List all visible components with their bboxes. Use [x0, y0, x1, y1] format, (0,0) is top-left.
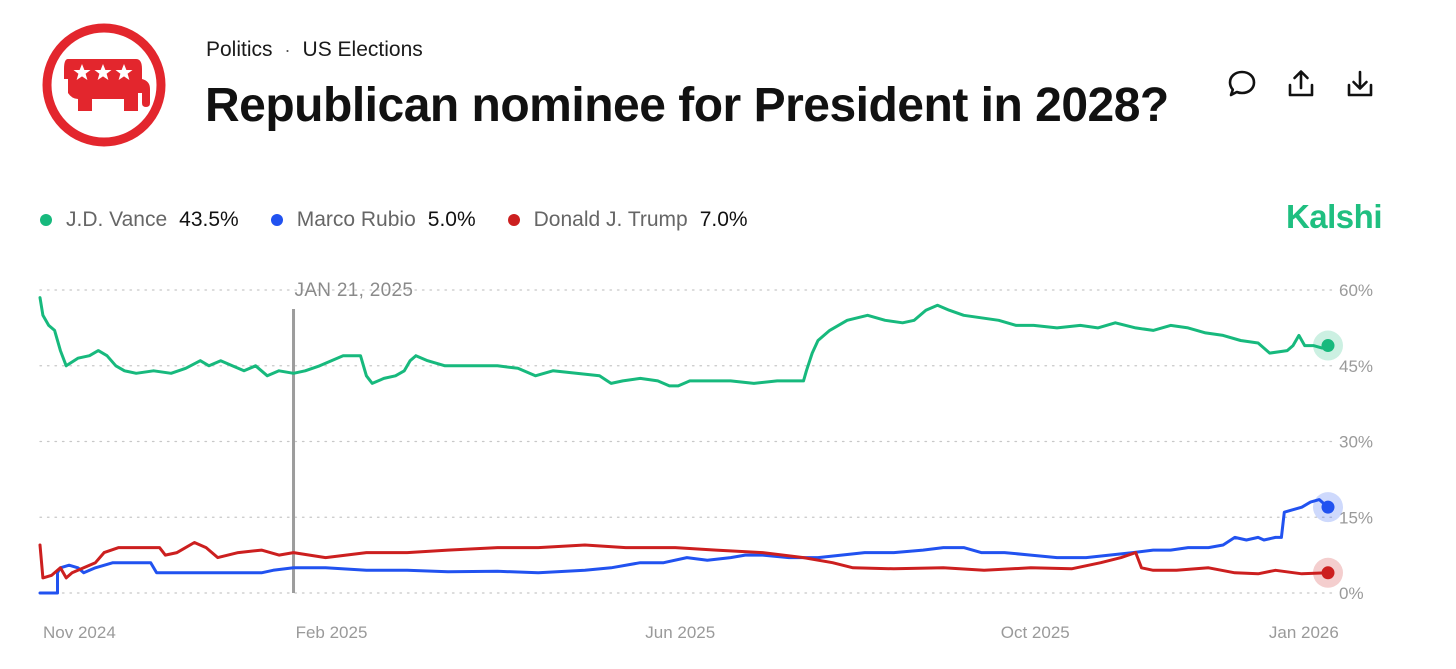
series-line-donald-j-trump: [38, 541, 1330, 580]
y-tick-label: 0%: [1339, 584, 1364, 603]
x-tick-label: Nov 2024: [43, 623, 116, 642]
legend-value-trump: 7.0%: [699, 208, 748, 231]
breadcrumb: Politics · US Elections: [206, 38, 423, 62]
annotation-label: JAN 21, 2025: [295, 280, 414, 301]
kalshi-logo: Kalshi: [1285, 198, 1383, 235]
y-tick-label: 15%: [1339, 508, 1373, 527]
legend-name-vance: J.D. Vance: [66, 208, 168, 231]
breadcrumb-us-elections[interactable]: US Elections: [302, 38, 423, 61]
legend-value-vance: 43.5%: [179, 208, 239, 231]
legend-dot-rubio: [270, 214, 283, 226]
comment-icon[interactable]: [1226, 68, 1258, 100]
breadcrumb-separator: ·: [284, 39, 291, 60]
y-tick-label: 45%: [1339, 357, 1373, 376]
legend-name-trump: Donald J. Trump: [533, 208, 688, 231]
endpoint-dot-j-d-vance: [1321, 339, 1335, 353]
legend-item-vance[interactable]: J.D. Vance 43.5%: [40, 208, 239, 232]
legend-dot-trump: [507, 214, 520, 226]
x-tick-label: Feb 2025: [296, 623, 368, 642]
republican-elephant-icon: [42, 23, 166, 147]
share-icon[interactable]: [1285, 68, 1317, 100]
endpoint-dot-marco-rubio: [1321, 500, 1335, 514]
x-tick-label: Jun 2025: [645, 623, 715, 642]
series-line-marco-rubio: [38, 498, 1330, 595]
breadcrumb-politics[interactable]: Politics: [206, 38, 273, 61]
page-title: Republican nominee for President in 2028…: [205, 79, 1169, 132]
legend-name-rubio: Marco Rubio: [296, 208, 416, 231]
x-tick-label: Oct 2025: [1001, 623, 1070, 642]
legend-value-rubio: 5.0%: [427, 208, 476, 231]
chart-legend: J.D. Vance 43.5% Marco Rubio 5.0% Donald…: [40, 208, 780, 232]
series-line-j-d-vance: [38, 296, 1330, 388]
action-bar: [1226, 68, 1376, 100]
endpoint-dot-donald-j-trump: [1321, 566, 1335, 580]
x-tick-label: Jan 2026: [1269, 623, 1339, 642]
download-icon[interactable]: [1344, 68, 1376, 100]
line-chart: 0% 15% 30% 45% 60% Nov 2024 Feb 2025 Jun 2025 Oc…: [38, 280, 1373, 642]
y-tick-label: 60%: [1339, 281, 1373, 300]
legend-dot-vance: [40, 214, 52, 226]
y-tick-label: 30%: [1339, 433, 1373, 452]
legend-item-rubio[interactable]: Marco Rubio 5.0%: [270, 208, 476, 232]
legend-item-trump[interactable]: Donald J. Trump 7.0%: [507, 208, 748, 232]
